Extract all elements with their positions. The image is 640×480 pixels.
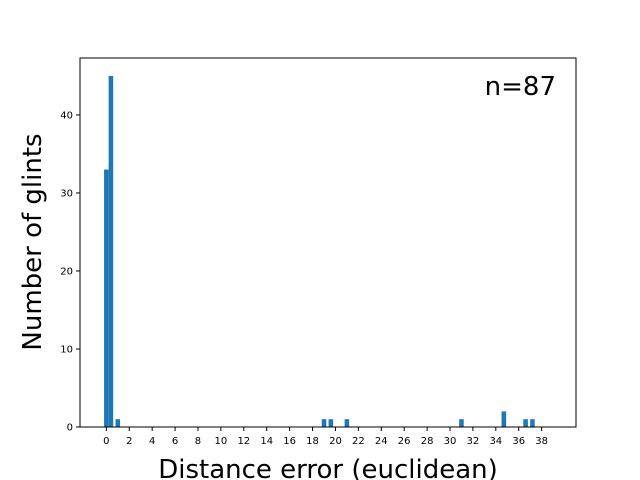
y-tick-label: 40 (60, 110, 73, 121)
x-tick-label: 8 (195, 436, 201, 447)
x-tick-label: 22 (352, 436, 365, 447)
plot-frame (79, 57, 577, 428)
bars-group (104, 75, 535, 427)
y-tick-label: 30 (60, 188, 73, 199)
x-tick-label: 6 (172, 436, 178, 447)
x-axis-label: Distance error (euclidean) (158, 455, 498, 480)
bar (501, 411, 507, 427)
bar (328, 419, 334, 427)
x-tick-label: 38 (535, 436, 548, 447)
x-tick-label: 28 (421, 436, 434, 447)
x-tick-label: 36 (512, 436, 525, 447)
x-tick-label: 32 (467, 436, 480, 447)
y-axis: 0 10 20 30 40 (60, 110, 80, 434)
bar (530, 419, 535, 427)
x-tick-label: 12 (237, 436, 250, 447)
y-tick-label: 0 (67, 423, 73, 434)
x-tick-label: 14 (260, 436, 273, 447)
bar (344, 419, 350, 427)
bar (459, 419, 464, 427)
bar (321, 419, 327, 427)
x-tick-label: 4 (149, 436, 155, 447)
bar (104, 169, 109, 427)
plot-background (80, 58, 576, 427)
x-tick-label: 26 (398, 436, 411, 447)
bar (115, 419, 121, 427)
x-axis: 0 2 4 6 8 10 12 14 16 18 20 22 24 26 28 30 32 34 36 38 (103, 427, 548, 447)
bar (108, 75, 114, 427)
x-tick-label: 34 (489, 436, 502, 447)
y-tick-label: 20 (60, 266, 73, 277)
x-tick-label: 0 (103, 436, 109, 447)
x-tick-label: 30 (444, 436, 457, 447)
x-tick-label: 2 (126, 436, 132, 447)
x-tick-label: 24 (375, 436, 388, 447)
n-annotation: n=87 (485, 72, 556, 102)
y-axis-label: Number of glints (18, 133, 48, 350)
x-tick-label: 16 (283, 436, 296, 447)
y-tick-label: 10 (60, 344, 73, 355)
x-tick-label: 20 (329, 436, 342, 447)
bar (523, 419, 528, 427)
x-tick-label: 10 (215, 436, 228, 447)
x-tick-label: 18 (306, 436, 319, 447)
